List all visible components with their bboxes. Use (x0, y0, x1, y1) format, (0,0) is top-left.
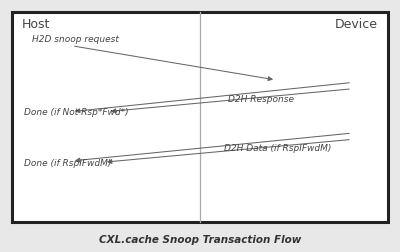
Text: H2D snoop request: H2D snoop request (32, 35, 119, 44)
Text: Done (if RspIFwdM): Done (if RspIFwdM) (24, 158, 111, 167)
Text: CXL.cache Snoop Transaction Flow: CXL.cache Snoop Transaction Flow (99, 234, 301, 244)
Text: Done (if Not Rsp*Fwd*): Done (if Not Rsp*Fwd*) (24, 108, 129, 117)
FancyBboxPatch shape (12, 13, 388, 222)
Text: D2H Response: D2H Response (228, 95, 294, 104)
Text: D2H Data (if RspIFwdM): D2H Data (if RspIFwdM) (224, 143, 331, 152)
Text: Host: Host (22, 18, 50, 30)
Text: Device: Device (335, 18, 378, 30)
